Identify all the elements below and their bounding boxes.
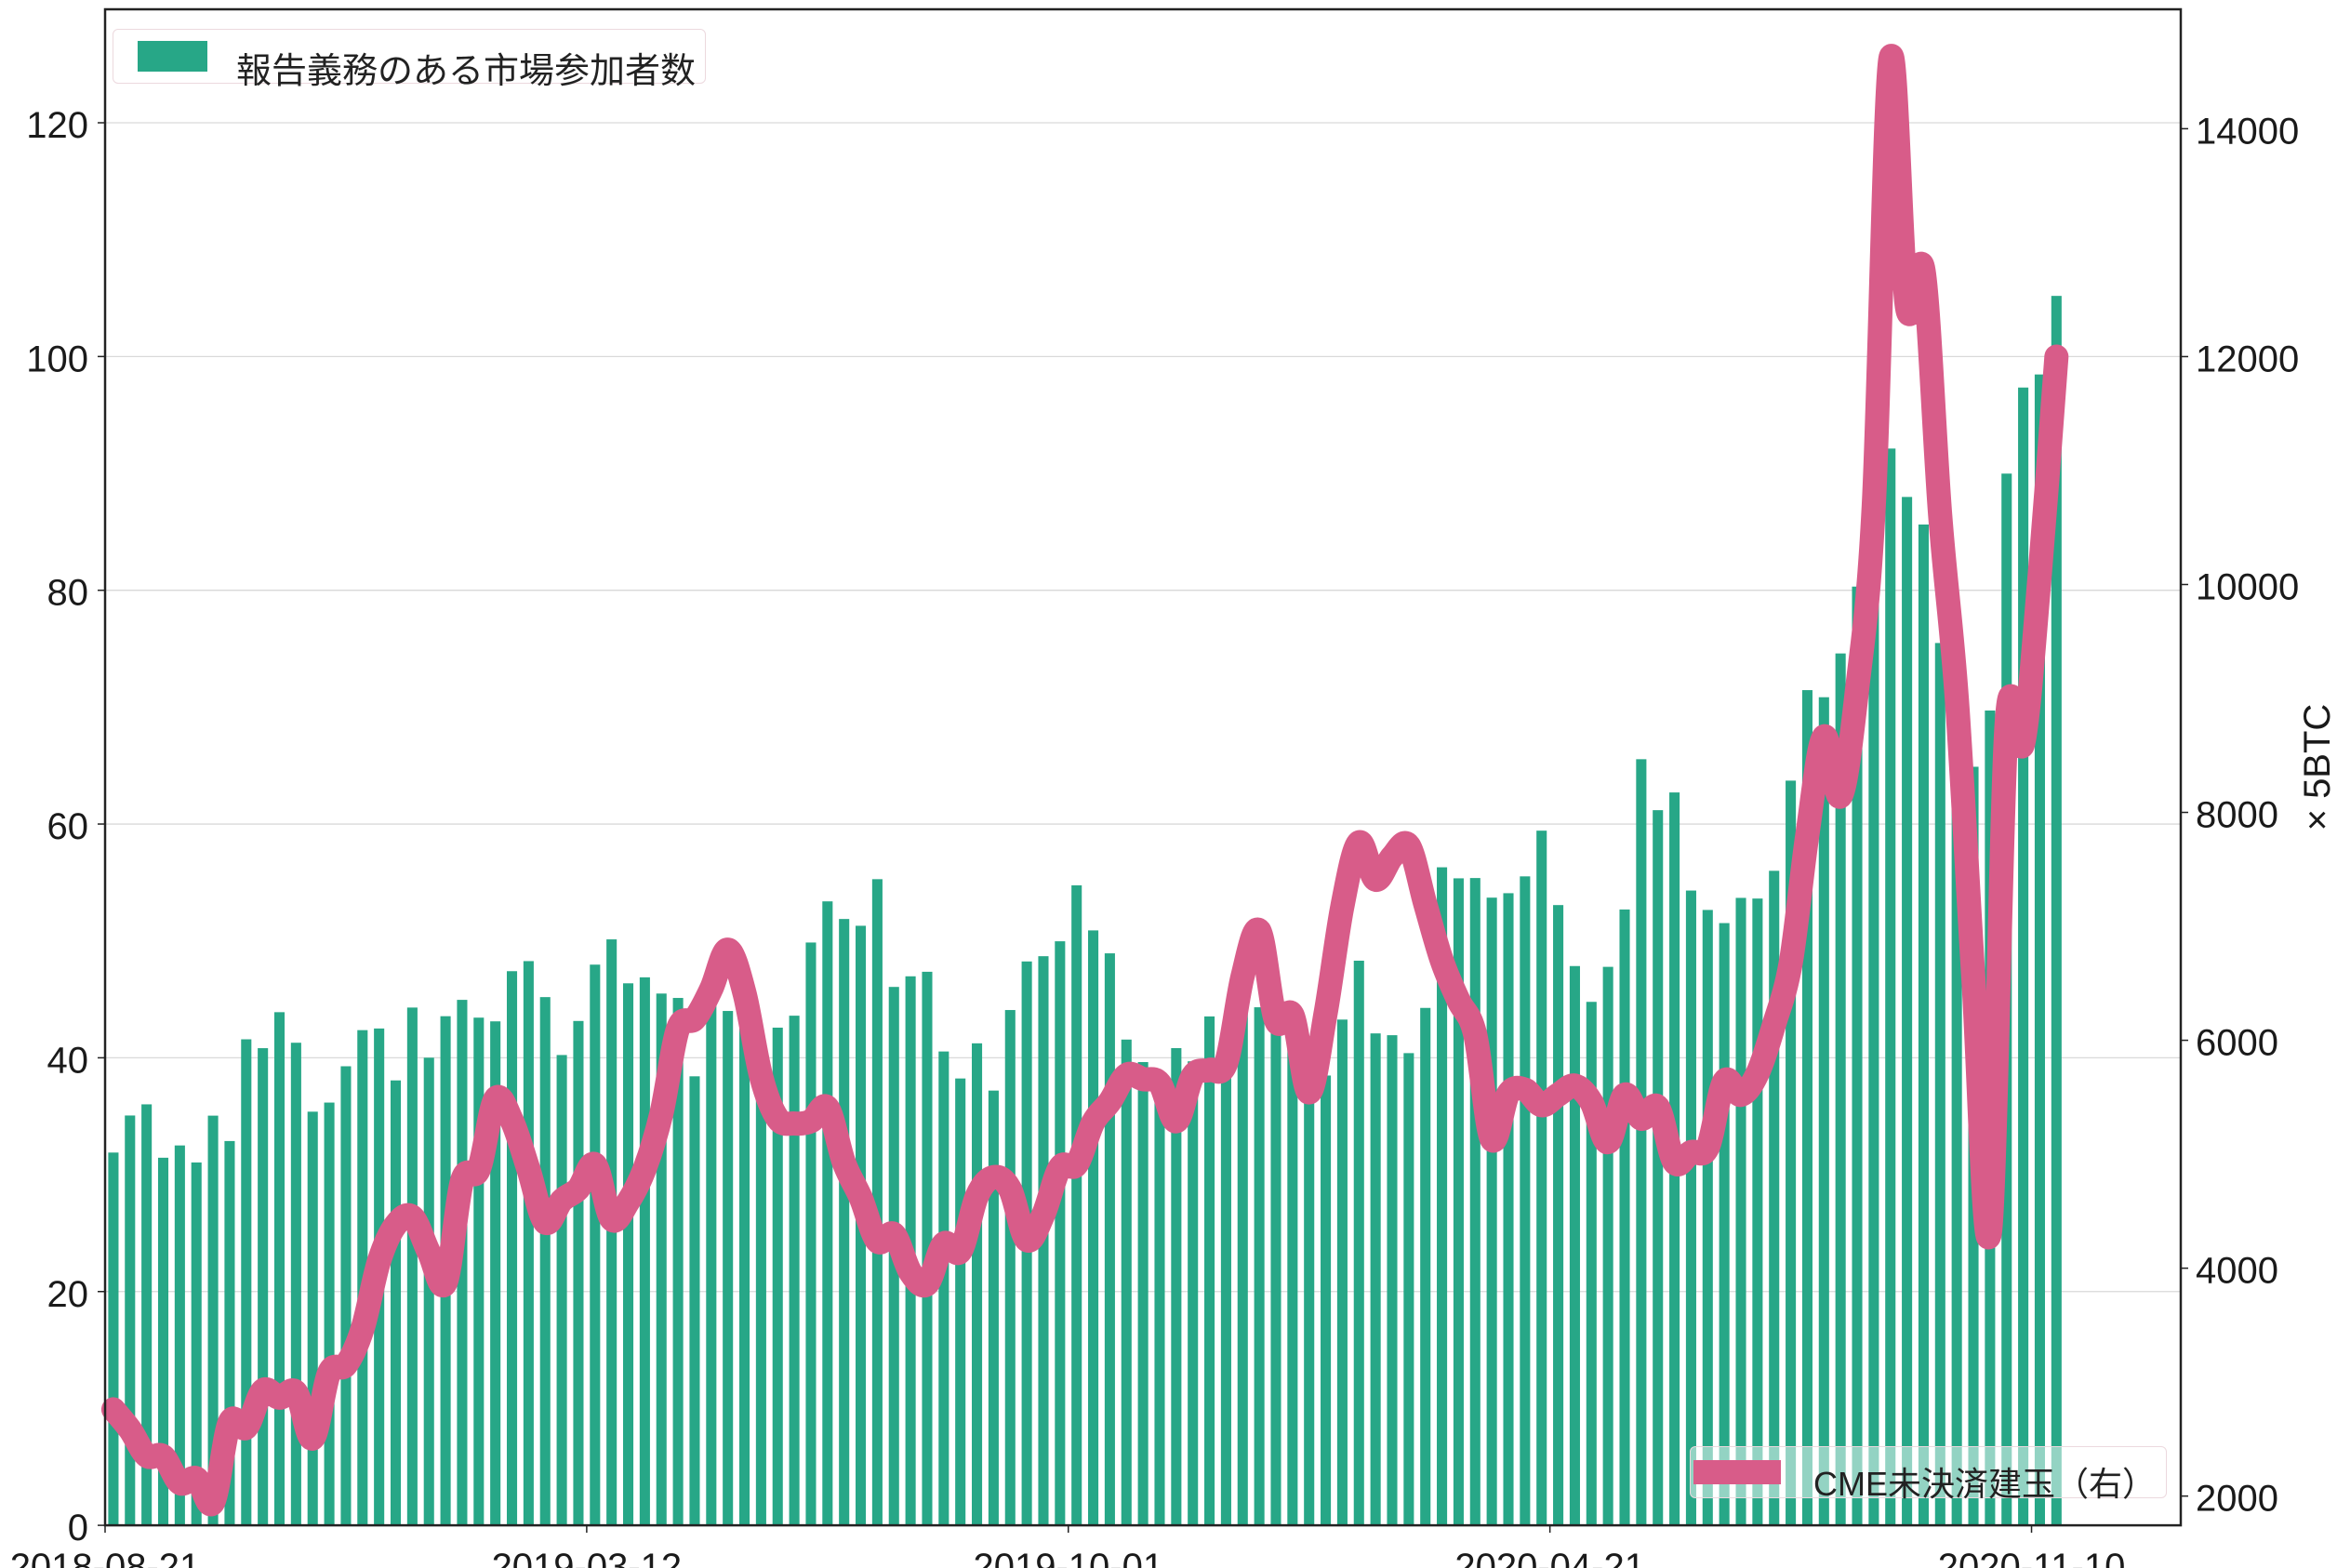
svg-text:2020-04-21: 2020-04-21 (1454, 1547, 1645, 1568)
svg-text:12000: 12000 (2196, 339, 2299, 379)
svg-text:8000: 8000 (2196, 795, 2278, 836)
svg-text:2019-10-01: 2019-10-01 (973, 1547, 1163, 1568)
svg-text:2019-03-12: 2019-03-12 (492, 1547, 683, 1568)
svg-text:20: 20 (47, 1274, 89, 1315)
svg-text:100: 100 (26, 339, 88, 379)
svg-text:2020-11-10: 2020-11-10 (1938, 1547, 2126, 1568)
svg-text:14000: 14000 (2196, 111, 2299, 152)
svg-text:120: 120 (26, 105, 88, 146)
svg-text:0: 0 (68, 1508, 88, 1548)
svg-text:40: 40 (47, 1040, 89, 1081)
svg-text:× 5BTC: × 5BTC (2297, 704, 2337, 831)
svg-text:60: 60 (47, 806, 89, 847)
svg-text:4000: 4000 (2196, 1251, 2278, 1292)
svg-text:80: 80 (47, 573, 89, 614)
svg-text:2000: 2000 (2196, 1479, 2278, 1520)
svg-text:2018-08-21: 2018-08-21 (10, 1547, 201, 1568)
svg-text:10000: 10000 (2196, 566, 2299, 607)
svg-text:6000: 6000 (2196, 1023, 2278, 1064)
